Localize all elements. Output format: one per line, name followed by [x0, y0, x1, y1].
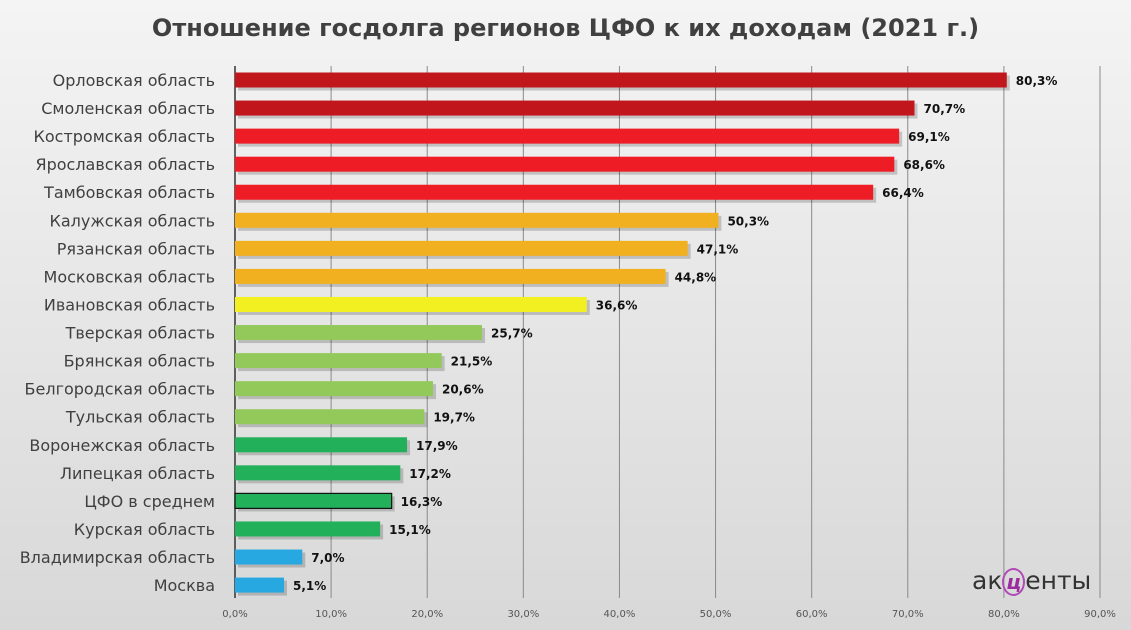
- category-label: Калужская область: [50, 211, 215, 230]
- bar: [235, 353, 442, 369]
- bar: [235, 521, 381, 537]
- data-label: 15,1%: [389, 523, 431, 537]
- category-label: Орловская область: [53, 71, 215, 90]
- data-label: 17,9%: [416, 439, 458, 453]
- category-label: Ивановская область: [44, 295, 215, 314]
- data-label: 70,7%: [924, 102, 966, 116]
- bar: [235, 128, 900, 144]
- category-label: Липецкая область: [60, 464, 215, 483]
- category-label: Владимирская область: [20, 548, 215, 567]
- data-label: 19,7%: [433, 411, 475, 425]
- bar: [235, 100, 915, 116]
- data-label: 7,0%: [311, 551, 344, 565]
- x-tick-label: 40,0%: [604, 609, 636, 620]
- x-tick-label: 20,0%: [411, 609, 443, 620]
- category-label: Тульская область: [65, 408, 215, 427]
- bar: [235, 549, 303, 565]
- data-label: 44,8%: [675, 270, 717, 284]
- x-tick-label: 0,0%: [222, 609, 247, 620]
- bar: [235, 212, 719, 228]
- x-tick-label: 50,0%: [700, 609, 732, 620]
- bar: [235, 409, 425, 425]
- data-label: 36,6%: [596, 298, 638, 312]
- category-label: Тамбовская область: [43, 183, 215, 202]
- data-label: 17,2%: [409, 467, 451, 481]
- category-label: Ярославская область: [35, 155, 215, 174]
- bar: [235, 240, 688, 256]
- data-label: 69,1%: [908, 130, 950, 144]
- category-label: Рязанская область: [57, 239, 215, 258]
- logo-text: енты: [1025, 566, 1092, 595]
- data-label: 20,6%: [442, 383, 484, 397]
- x-tick-label: 90,0%: [1084, 609, 1116, 620]
- x-tick-label: 10,0%: [315, 609, 347, 620]
- x-tick-label: 60,0%: [796, 609, 828, 620]
- x-tick-label: 70,0%: [892, 609, 924, 620]
- category-label: Московская область: [44, 267, 215, 286]
- category-label: Смоленская область: [41, 99, 215, 118]
- data-label: 68,6%: [903, 158, 945, 172]
- bar: [235, 72, 1007, 88]
- category-label: Костромская область: [34, 127, 216, 146]
- category-label: Курская область: [74, 520, 215, 539]
- bar: [235, 156, 895, 172]
- data-label: 47,1%: [697, 242, 739, 256]
- bar: [235, 184, 874, 200]
- bar: [234, 492, 393, 509]
- data-label: 50,3%: [727, 214, 769, 228]
- category-label: Брянская область: [64, 352, 215, 371]
- chart-title: Отношение госдолга регионов ЦФО к их дох…: [151, 14, 980, 42]
- bar: [235, 325, 483, 341]
- bar: [235, 381, 433, 397]
- logo-mark: ц: [1002, 568, 1026, 596]
- category-label: ЦФО в среднем: [84, 492, 215, 511]
- x-tick-label: 30,0%: [507, 609, 539, 620]
- data-label: 66,4%: [882, 186, 924, 200]
- category-label: Воронежская область: [29, 436, 215, 455]
- akcenty-logo: ак ц енты: [972, 566, 1092, 596]
- bar: [235, 465, 401, 481]
- data-label: 21,5%: [451, 355, 493, 369]
- bar: [235, 268, 666, 284]
- category-label: Москва: [154, 576, 215, 595]
- x-tick-label: 80,0%: [988, 609, 1020, 620]
- data-label: 80,3%: [1016, 74, 1058, 88]
- data-label: 5,1%: [293, 579, 326, 593]
- bar: [235, 577, 285, 593]
- logo-text: ак: [972, 566, 1003, 595]
- data-label: 16,3%: [401, 495, 443, 509]
- bar: [235, 437, 408, 453]
- category-label: Белгородская область: [25, 380, 215, 399]
- bar: [235, 296, 587, 312]
- data-label: 25,7%: [491, 327, 533, 341]
- category-label: Тверская область: [65, 324, 215, 343]
